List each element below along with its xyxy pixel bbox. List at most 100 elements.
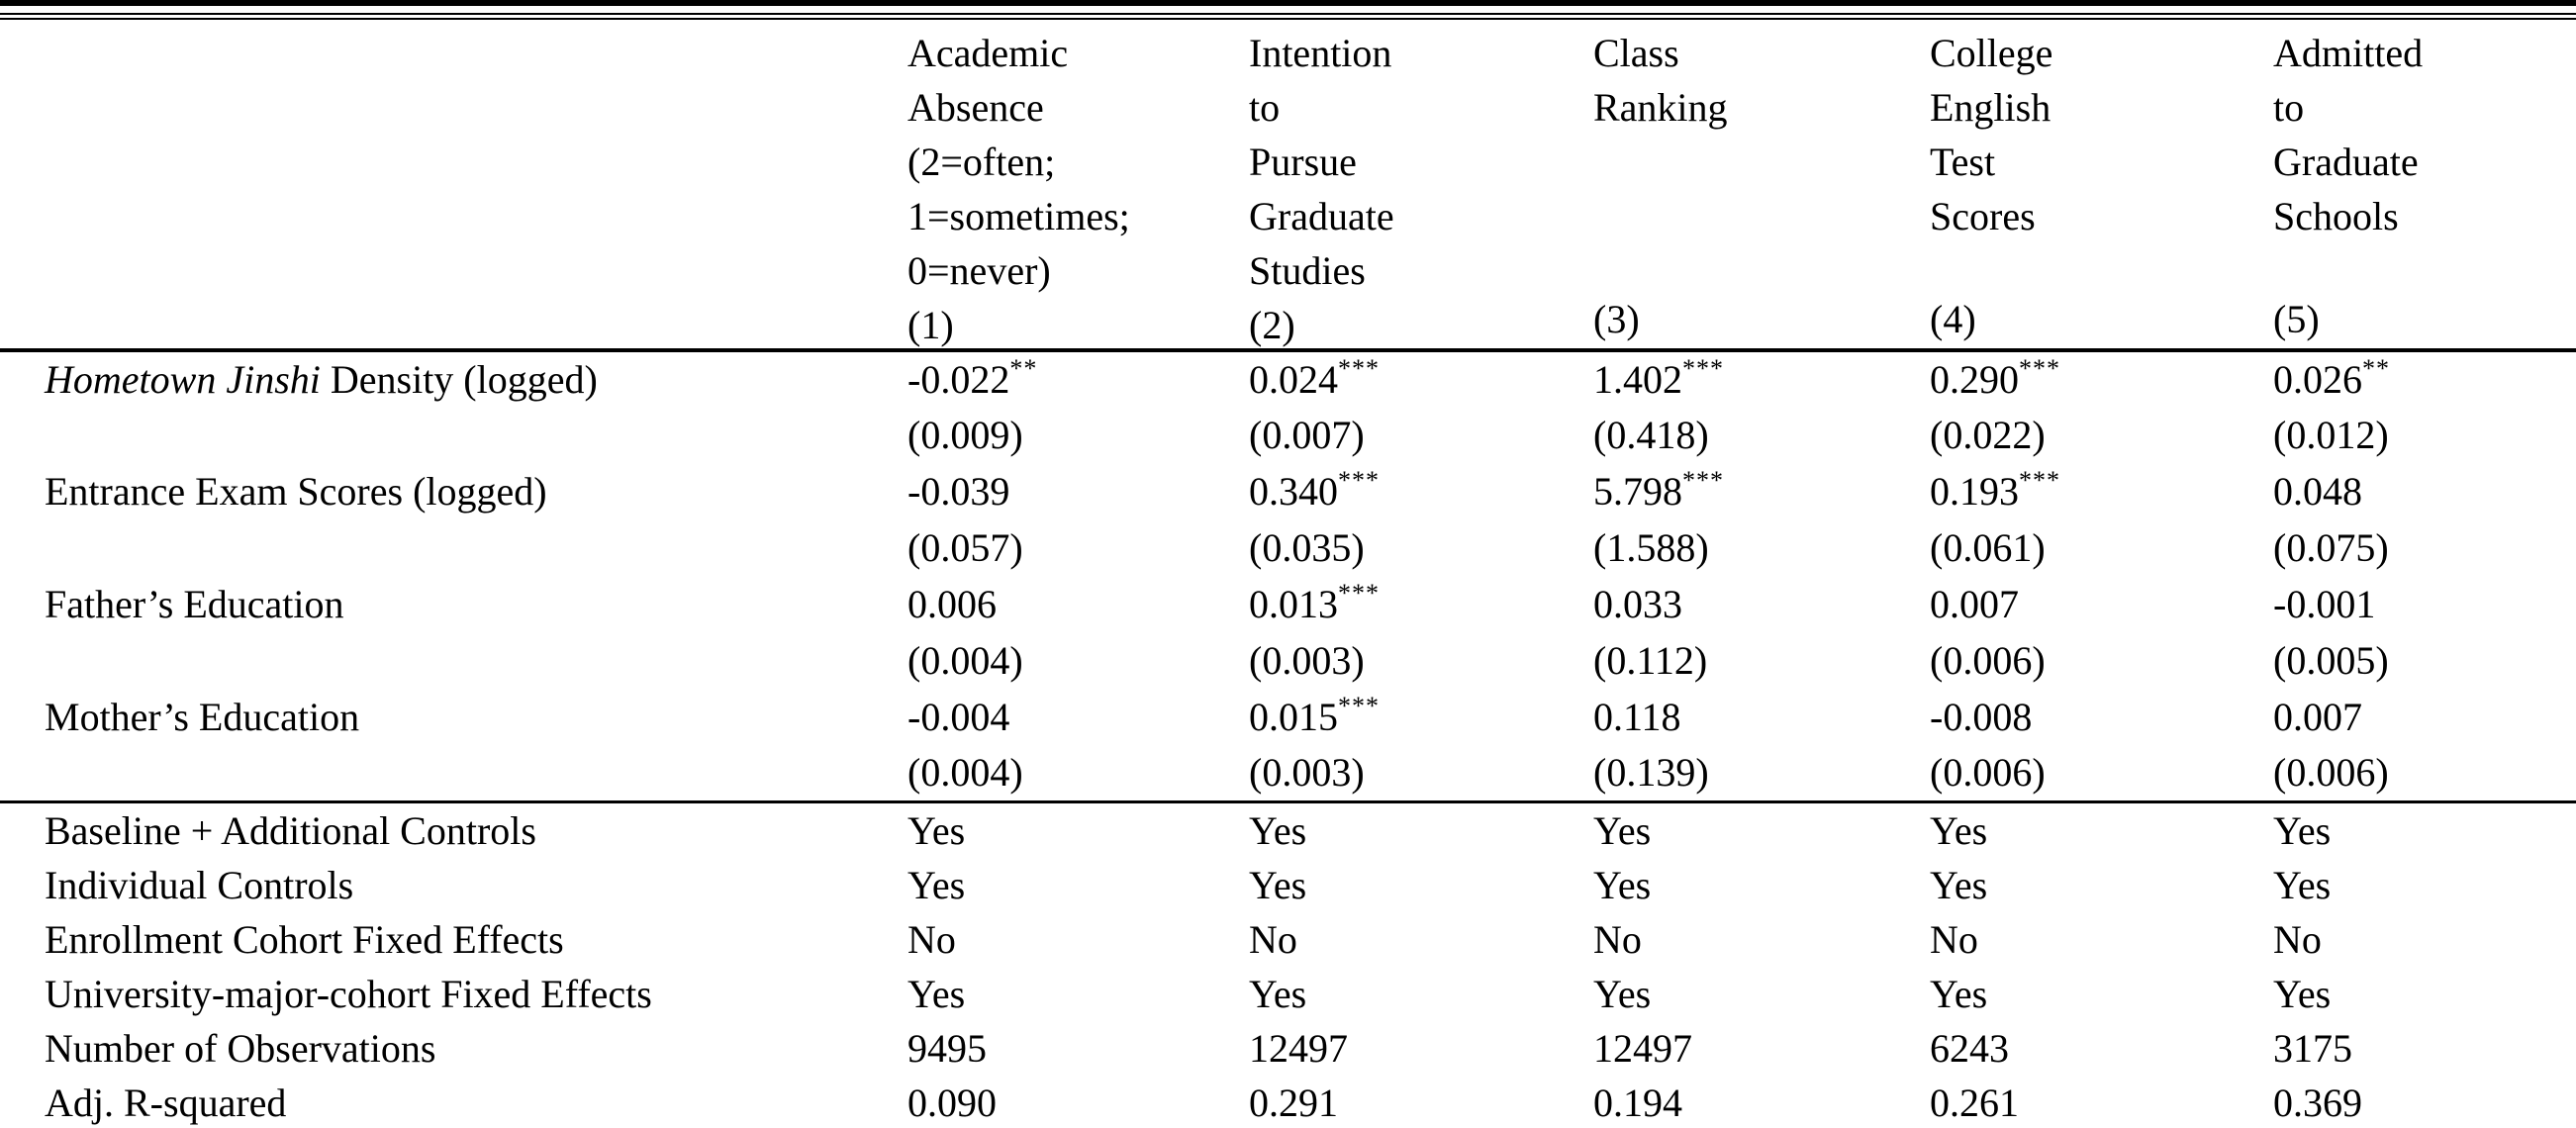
- variable-label-italic-part: Hometown Jinshi: [45, 357, 321, 402]
- standard-error-cell: (0.139): [1593, 745, 1930, 803]
- table-top-rule-double-lower: [0, 18, 2576, 20]
- coefficient-value: 0.015: [1249, 695, 1338, 739]
- summary-value-cell: 12497: [1249, 1025, 1348, 1071]
- coefficient-row: Mother’s Education -0.004 0.015*** 0.118 -0.…: [0, 689, 2576, 745]
- coefficient-cell: 0.033: [1593, 576, 1930, 632]
- significance-stars: ***: [2019, 466, 2060, 495]
- summary-value-cell: 0.261: [1930, 1080, 2019, 1125]
- summary-row: Baseline + Additional Controls Yes Yes Yes Y…: [0, 801, 2576, 858]
- standard-error-cell: (0.418): [1593, 413, 1709, 457]
- variable-label: Entrance Exam Scores (logged): [0, 463, 907, 519]
- coefficient-cell: 0.290***: [1930, 350, 2273, 407]
- summary-value-cell: 0.194: [1593, 1080, 1682, 1125]
- column-header-admitted-graduate-schools: Admitted to Graduate Schools (5): [2273, 26, 2576, 352]
- summary-value-cell: 12497: [1593, 1025, 1692, 1071]
- summary-value-cell: 3175: [2273, 1025, 2352, 1071]
- coefficient-row: Father’s Education 0.006 0.013*** 0.033 0.00…: [0, 576, 2576, 632]
- significance-stars: ***: [2019, 354, 2060, 383]
- standard-error-cell: (0.005): [2273, 638, 2389, 683]
- coefficient-value: 0.033: [1593, 582, 1682, 626]
- summary-row: University-major-cohort Fixed Effects Yes…: [0, 967, 2576, 1021]
- summary-value-cell: Yes: [1930, 971, 1988, 1016]
- header-row: Academic Absence (2=often; 1=sometimes; …: [0, 26, 2576, 352]
- coefficient-value: 5.798: [1593, 469, 1682, 514]
- summary-value-cell: 0.291: [1249, 1080, 1338, 1125]
- coefficient-value: 0.340: [1249, 469, 1338, 514]
- summary-row-label: Adj. R-squared: [45, 1080, 287, 1125]
- standard-error-cell: (1.588): [1593, 525, 1709, 570]
- standard-error-cell: (0.075): [2273, 525, 2389, 570]
- coefficient-value: -0.004: [907, 695, 1010, 739]
- standard-error-cell: (0.035): [1249, 525, 1365, 570]
- standard-error-row: (0.004) (0.003) (0.139) (0.006) (0.006): [0, 745, 2576, 803]
- coefficient-cell: 0.007: [1930, 576, 2273, 632]
- column-title: Intention to Pursue Graduate Studies: [1249, 31, 1394, 293]
- summary-value-cell: 6243: [1930, 1025, 2009, 1071]
- coefficient-row: Entrance Exam Scores (logged) -0.039 0.340…: [0, 463, 2576, 519]
- coefficient-cell: -0.004: [907, 689, 1249, 745]
- summary-value-cell: Yes: [907, 862, 966, 907]
- variable-label-part: Entrance Exam Scores (logged): [45, 469, 547, 514]
- coefficient-value: 0.048: [2273, 469, 2362, 514]
- summary-value-cell: No: [1593, 916, 1642, 962]
- significance-stars: ***: [1338, 692, 1380, 720]
- row-label-empty: [0, 632, 907, 689]
- column-title: Class Ranking: [1593, 31, 1728, 130]
- coefficient-value: 0.193: [1930, 469, 2019, 514]
- summary-value-cell: Yes: [2273, 971, 2332, 1016]
- summary-value-cell: Yes: [1930, 862, 1988, 907]
- summary-row-label: University-major-cohort Fixed Effects: [45, 971, 652, 1016]
- standard-error-cell: (0.006): [1930, 745, 2273, 803]
- summary-value-cell: No: [2273, 916, 2322, 962]
- coefficient-cell: -0.001: [2273, 576, 2576, 632]
- table-header: Academic Absence (2=often; 1=sometimes; …: [0, 26, 2576, 352]
- column-header-college-english-test: College English Test Scores (4): [1930, 26, 2273, 352]
- summary-row: Individual Controls Yes Yes Yes Yes Yes: [0, 858, 2576, 912]
- regression-results-table: Academic Absence (2=often; 1=sometimes; …: [0, 26, 2576, 1128]
- standard-error-row: (0.004) (0.003) (0.112) (0.006) (0.005): [0, 632, 2576, 689]
- summary-row-label: Individual Controls: [45, 862, 354, 907]
- summary-row-label: Number of Observations: [45, 1025, 436, 1071]
- column-number: (4): [1930, 297, 1976, 341]
- row-label-empty: [0, 519, 907, 576]
- variable-label: Father’s Education: [0, 576, 907, 632]
- coefficient-value: -0.008: [1930, 695, 2033, 739]
- column-title: Admitted to Graduate Schools: [2273, 31, 2424, 238]
- summary-value-cell: Yes: [1593, 862, 1652, 907]
- significance-stars: ***: [1682, 466, 1724, 495]
- standard-error-cell: (0.003): [1249, 638, 1365, 683]
- standard-error-row: (0.009) (0.007) (0.418) (0.022) (0.012): [0, 407, 2576, 463]
- summary-value-cell: Yes: [1593, 971, 1652, 1016]
- summary-row: Number of Observations 9495 12497 12497 6243…: [0, 1021, 2576, 1076]
- coefficient-value: 0.007: [2273, 695, 2362, 739]
- coefficient-value: 0.290: [1930, 357, 2019, 402]
- row-label-empty: [0, 407, 907, 463]
- significance-stars: **: [1009, 354, 1038, 383]
- header-row-label-spacer: [0, 26, 907, 352]
- standard-error-cell: (0.009): [907, 413, 1023, 457]
- column-header-class-ranking: Class Ranking (3): [1593, 26, 1930, 352]
- coefficient-value: 0.024: [1249, 357, 1338, 402]
- standard-error-cell: (0.003): [1249, 745, 1593, 803]
- significance-stars: ***: [1682, 354, 1724, 383]
- summary-value-cell: Yes: [907, 971, 966, 1016]
- coefficient-row: Hometown Jinshi Density (logged) -0.022**…: [0, 350, 2576, 407]
- table-body: Hometown Jinshi Density (logged) -0.022**…: [0, 350, 2576, 1128]
- standard-error-cell: (0.012): [2273, 413, 2389, 457]
- coefficient-cell: -0.008: [1930, 689, 2273, 745]
- column-title: College English Test Scores: [1930, 31, 2053, 238]
- coefficient-cell: 0.007: [2273, 689, 2576, 745]
- coefficient-cell: 0.015***: [1249, 689, 1593, 745]
- summary-row-label: Baseline + Additional Controls: [45, 807, 536, 853]
- standard-error-cell: (0.007): [1249, 413, 1365, 457]
- summary-value-cell: Yes: [1930, 807, 1988, 853]
- coefficient-cell: 0.048: [2273, 463, 2576, 519]
- standard-error-cell: (0.006): [1930, 638, 2046, 683]
- coefficient-value: 0.118: [1593, 695, 1681, 739]
- standard-error-cell: (0.004): [907, 638, 1023, 683]
- standard-error-cell: (0.061): [1930, 525, 2046, 570]
- coefficient-value: -0.001: [2273, 582, 2376, 626]
- standard-error-row: (0.057) (0.035) (1.588) (0.061) (0.075): [0, 519, 2576, 576]
- column-header-intention-graduate-studies: Intention to Pursue Graduate Studies (2): [1249, 26, 1593, 352]
